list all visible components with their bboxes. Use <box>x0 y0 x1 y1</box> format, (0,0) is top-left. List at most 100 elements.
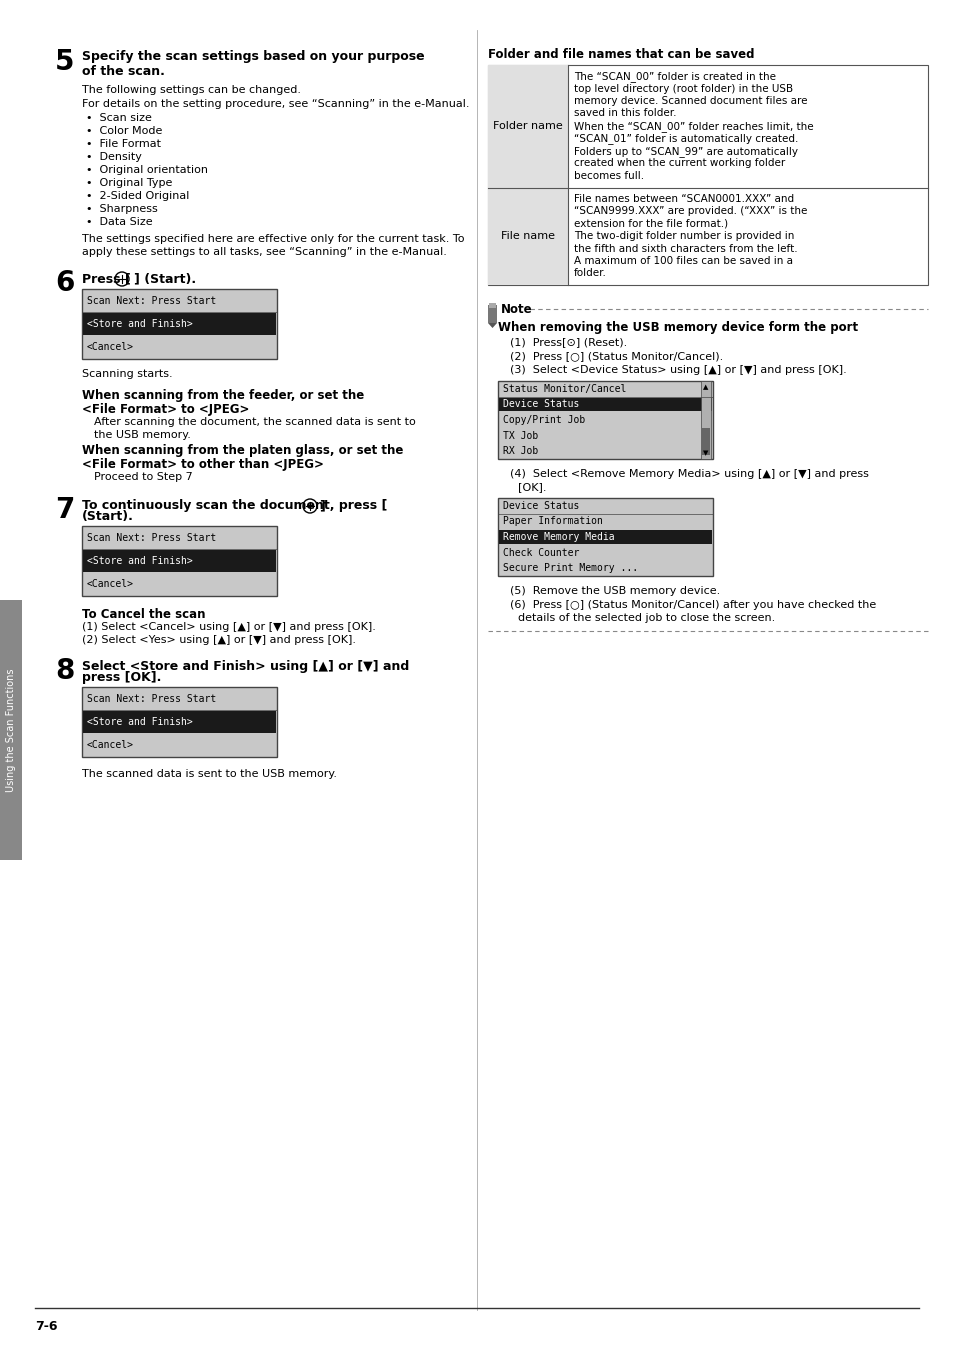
Text: Press [: Press [ <box>82 271 131 285</box>
Text: [OK].: [OK]. <box>517 482 546 491</box>
Text: saved in this folder.: saved in this folder. <box>574 108 676 119</box>
Bar <box>82 687 276 757</box>
Text: Folder and file names that can be saved: Folder and file names that can be saved <box>488 49 754 61</box>
Text: extension for the file format.): extension for the file format.) <box>574 219 727 228</box>
Bar <box>497 498 712 576</box>
Bar <box>701 428 709 455</box>
Text: Paper Information: Paper Information <box>502 517 602 526</box>
Text: “SCAN9999.XXX” are provided. (“XXX” is the: “SCAN9999.XXX” are provided. (“XXX” is t… <box>574 207 806 216</box>
Text: The settings specified here are effective only for the current task. To: The settings specified here are effectiv… <box>82 234 464 244</box>
Text: Folders up to “SCAN_99” are automatically: Folders up to “SCAN_99” are automaticall… <box>574 146 797 157</box>
Text: <Cancel>: <Cancel> <box>87 579 133 590</box>
Text: 6: 6 <box>55 269 74 297</box>
Text: 5: 5 <box>55 49 74 76</box>
Text: The following settings can be changed.: The following settings can be changed. <box>82 85 301 94</box>
Text: Check Counter: Check Counter <box>502 548 578 558</box>
Bar <box>83 711 275 733</box>
Text: Status Monitor/Cancel: Status Monitor/Cancel <box>502 383 626 394</box>
Text: The two-digit folder number is provided in: The two-digit folder number is provided … <box>574 231 794 242</box>
Text: Note: Note <box>500 302 532 316</box>
Text: press [OK].: press [OK]. <box>82 671 161 684</box>
Text: Select <Store and Finish> using [▲] or [▼] and: Select <Store and Finish> using [▲] or [… <box>82 660 409 674</box>
Text: 8: 8 <box>55 657 74 684</box>
Text: •  Original Type: • Original Type <box>86 178 172 188</box>
Bar <box>488 305 497 323</box>
Text: When the “SCAN_00” folder reaches limit, the: When the “SCAN_00” folder reaches limit,… <box>574 122 813 132</box>
Text: Device Status: Device Status <box>502 501 578 510</box>
Text: •  Density: • Density <box>86 153 142 162</box>
Bar <box>82 526 276 595</box>
Text: Folder name: Folder name <box>493 122 562 131</box>
Text: apply these settings to all tasks, see “Scanning” in the e-Manual.: apply these settings to all tasks, see “… <box>82 247 446 256</box>
Text: <Cancel>: <Cancel> <box>87 740 133 751</box>
Text: (2) Select <Yes> using [▲] or [▼] and press [OK].: (2) Select <Yes> using [▲] or [▼] and pr… <box>82 634 355 645</box>
Text: becomes full.: becomes full. <box>574 171 643 181</box>
Text: •  Original orientation: • Original orientation <box>86 165 208 176</box>
Text: When scanning from the platen glass, or set the: When scanning from the platen glass, or … <box>82 444 403 458</box>
Text: Scan Next: Press Start: Scan Next: Press Start <box>87 533 216 543</box>
Text: (Start).: (Start). <box>82 510 133 522</box>
Text: ▲: ▲ <box>702 383 708 390</box>
Text: (5)  Remove the USB memory device.: (5) Remove the USB memory device. <box>510 586 720 595</box>
Text: When scanning from the feeder, or set the: When scanning from the feeder, or set th… <box>82 389 364 402</box>
Text: 7-6: 7-6 <box>35 1320 57 1332</box>
Text: ▼: ▼ <box>702 450 708 456</box>
Text: •  Scan size: • Scan size <box>86 113 152 123</box>
Text: •  File Format: • File Format <box>86 139 161 148</box>
Text: Secure Print Memory ...: Secure Print Memory ... <box>502 563 638 574</box>
Bar <box>83 551 275 571</box>
Text: Specify the scan settings based on your purpose: Specify the scan settings based on your … <box>82 50 424 63</box>
Text: To continuously scan the document, press [: To continuously scan the document, press… <box>82 500 387 512</box>
Text: File name: File name <box>500 231 555 242</box>
Bar <box>488 65 927 285</box>
Text: 7: 7 <box>55 495 74 524</box>
Bar <box>82 289 276 359</box>
Text: TX Job: TX Job <box>502 431 537 440</box>
Text: For details on the setting procedure, see “Scanning” in the e-Manual.: For details on the setting procedure, se… <box>82 99 469 109</box>
Text: When removing the USB memory device form the port: When removing the USB memory device form… <box>497 321 858 333</box>
Text: (2)  Press [○] (Status Monitor/Cancel).: (2) Press [○] (Status Monitor/Cancel). <box>510 351 722 360</box>
Polygon shape <box>488 323 497 328</box>
Text: memory device. Scanned document files are: memory device. Scanned document files ar… <box>574 96 806 107</box>
Text: Copy/Print Job: Copy/Print Job <box>502 414 584 425</box>
Text: “SCAN_01” folder is automatically created.: “SCAN_01” folder is automatically create… <box>574 134 798 144</box>
Text: <File Format> to other than <JPEG>: <File Format> to other than <JPEG> <box>82 458 323 471</box>
Text: •  2-Sided Original: • 2-Sided Original <box>86 190 190 201</box>
Text: of the scan.: of the scan. <box>82 65 165 78</box>
Text: created when the current working folder: created when the current working folder <box>574 158 784 169</box>
Text: •  Sharpness: • Sharpness <box>86 204 157 215</box>
Text: Scan Next: Press Start: Scan Next: Press Start <box>87 694 216 703</box>
Text: To Cancel the scan: To Cancel the scan <box>82 608 205 621</box>
Text: A maximum of 100 files can be saved in a: A maximum of 100 files can be saved in a <box>574 256 792 266</box>
Text: After scanning the document, the scanned data is sent to: After scanning the document, the scanned… <box>94 417 416 427</box>
Text: RX Job: RX Job <box>502 447 537 456</box>
Text: <Cancel>: <Cancel> <box>87 343 133 352</box>
Text: Using the Scan Functions: Using the Scan Functions <box>6 668 16 791</box>
Text: Device Status: Device Status <box>502 400 578 409</box>
Bar <box>497 381 712 459</box>
Bar <box>488 65 567 188</box>
Text: details of the selected job to close the screen.: details of the selected job to close the… <box>517 613 775 622</box>
Bar <box>489 302 496 308</box>
Text: (4)  Select <Remove Memory Media> using [▲] or [▼] and press: (4) Select <Remove Memory Media> using [… <box>510 468 868 479</box>
Text: The “SCAN_00” folder is created in the: The “SCAN_00” folder is created in the <box>574 72 775 82</box>
Text: Scan Next: Press Start: Scan Next: Press Start <box>87 296 216 305</box>
Text: Remove Memory Media: Remove Memory Media <box>502 532 614 541</box>
Text: the fifth and sixth characters from the left.: the fifth and sixth characters from the … <box>574 243 797 254</box>
Bar <box>498 398 711 412</box>
Text: the USB memory.: the USB memory. <box>94 431 191 440</box>
Bar <box>0 599 22 860</box>
Text: The scanned data is sent to the USB memory.: The scanned data is sent to the USB memo… <box>82 769 336 779</box>
Text: folder.: folder. <box>574 269 606 278</box>
Text: top level directory (root folder) in the USB: top level directory (root folder) in the… <box>574 84 792 93</box>
Text: <Store and Finish>: <Store and Finish> <box>87 556 193 566</box>
Text: <File Format> to <JPEG>: <File Format> to <JPEG> <box>82 404 249 416</box>
Bar <box>498 531 711 544</box>
Text: •  Data Size: • Data Size <box>86 217 152 227</box>
Bar <box>83 313 275 335</box>
Text: ] (Start).: ] (Start). <box>133 271 196 285</box>
Text: Proceed to Step 7: Proceed to Step 7 <box>94 472 193 482</box>
Text: (3)  Select <Device Status> using [▲] or [▼] and press [OK].: (3) Select <Device Status> using [▲] or … <box>510 364 846 375</box>
Text: (1) Select <Cancel> using [▲] or [▼] and press [OK].: (1) Select <Cancel> using [▲] or [▼] and… <box>82 622 375 632</box>
Text: <Store and Finish>: <Store and Finish> <box>87 717 193 728</box>
